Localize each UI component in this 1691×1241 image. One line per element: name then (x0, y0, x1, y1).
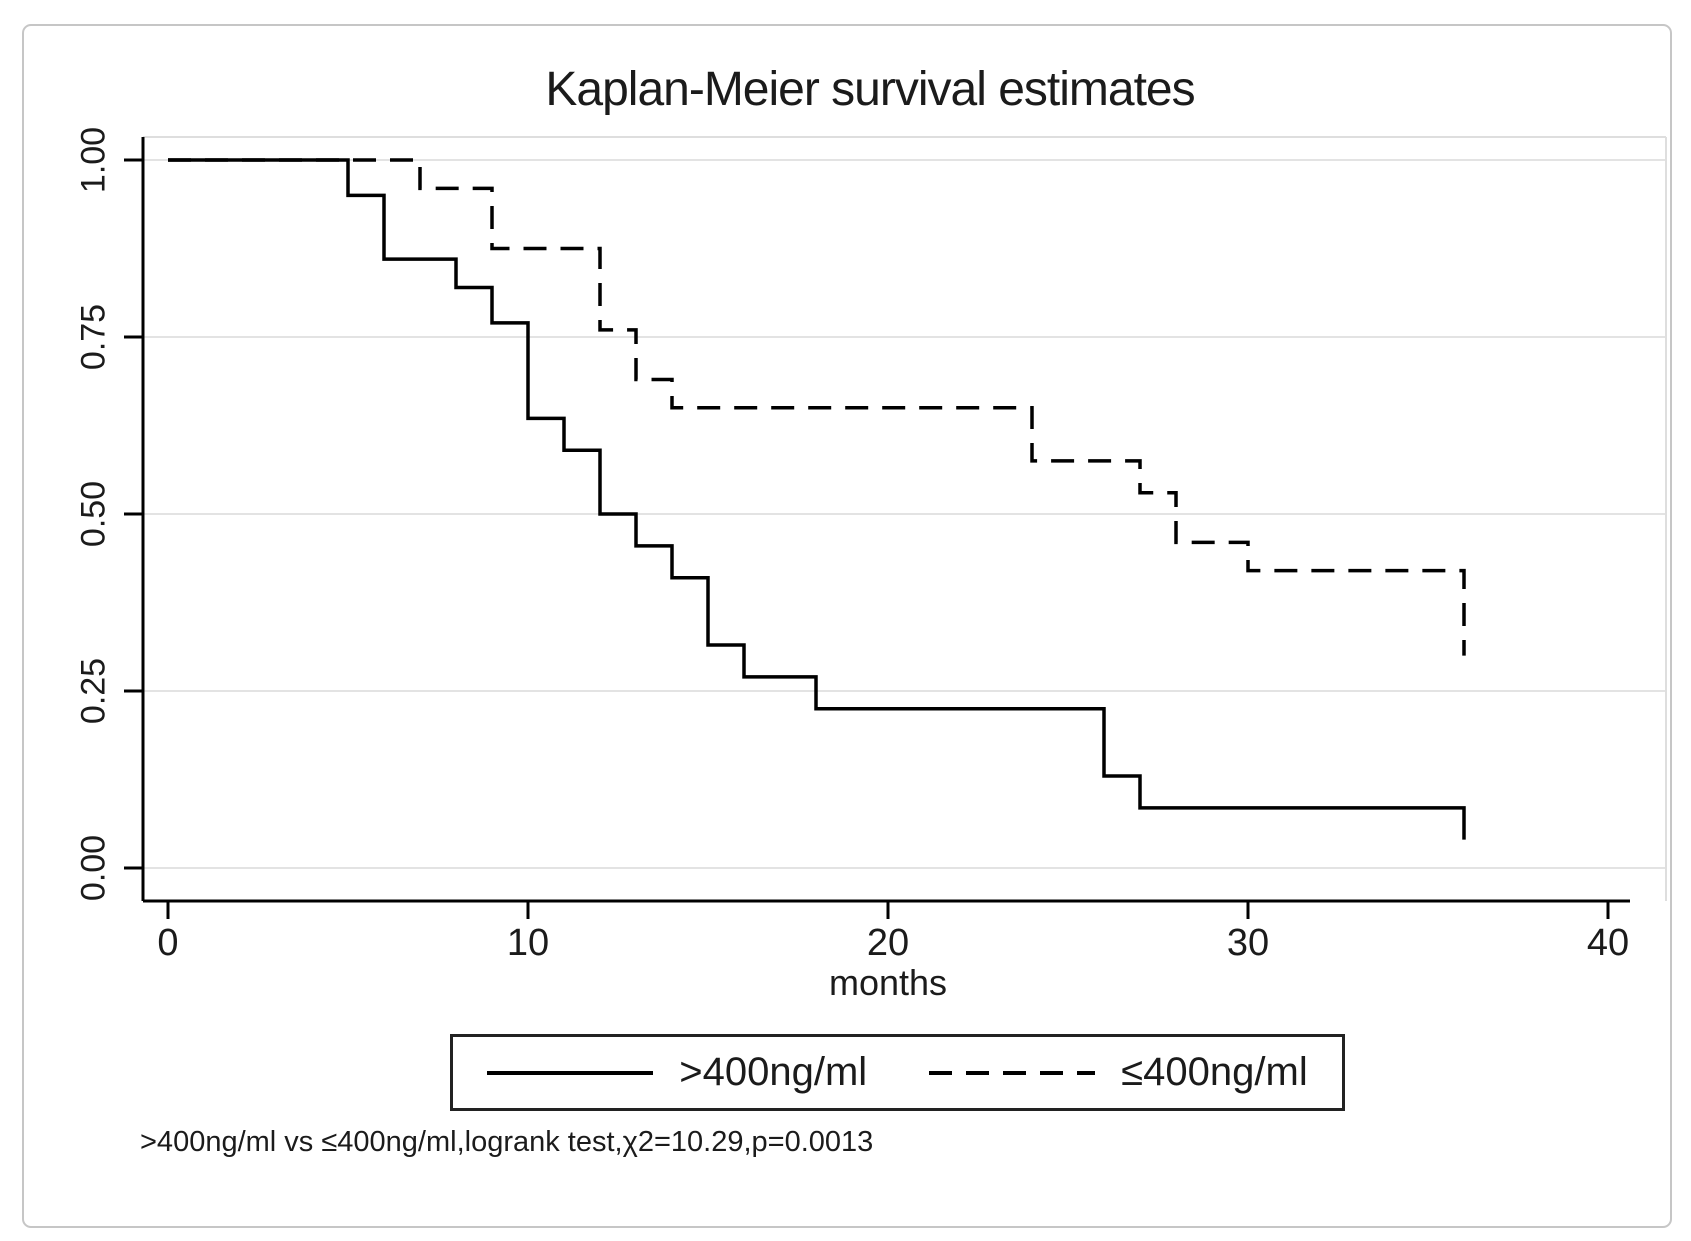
x-tick-label: 0 (157, 922, 179, 964)
legend-entry-label: ≤400ng/ml (1121, 1050, 1308, 1094)
y-tick-label: 0.50 (74, 480, 113, 548)
legend-entries: >400ng/ml ≤400ng/ml (487, 1050, 1308, 1095)
x-tick-label: 10 (506, 922, 550, 964)
solid-line-sample-icon (487, 1070, 654, 1075)
survival-curve-solid (168, 158, 1466, 840)
legend-entry: >400ng/ml (487, 1050, 867, 1095)
legend-box: >400ng/ml ≤400ng/ml (450, 1034, 1345, 1111)
x-axis-title: months (828, 962, 948, 1003)
legend-entry: ≤400ng/ml (929, 1050, 1308, 1095)
survival-curve-dashed (168, 158, 1466, 656)
dashed-line-sample-icon (929, 1070, 1096, 1075)
logrank-annotation: >400ng/ml vs ≤400ng/ml,logrank test,χ2=1… (140, 1126, 874, 1158)
y-tick-label: 1.00 (74, 126, 113, 194)
x-tick-label: 40 (1586, 922, 1630, 964)
y-tick-label: 0.75 (74, 303, 113, 371)
y-tick-label: 0.25 (74, 657, 113, 725)
x-tick-label: 30 (1226, 922, 1270, 964)
y-tick-label: 0.00 (74, 834, 113, 902)
x-tick-label: 20 (866, 922, 910, 964)
chart-title: Kaplan-Meier survival estimates (545, 63, 1195, 116)
figure-border (22, 24, 1672, 1228)
legend-entry-label: >400ng/ml (679, 1050, 868, 1094)
